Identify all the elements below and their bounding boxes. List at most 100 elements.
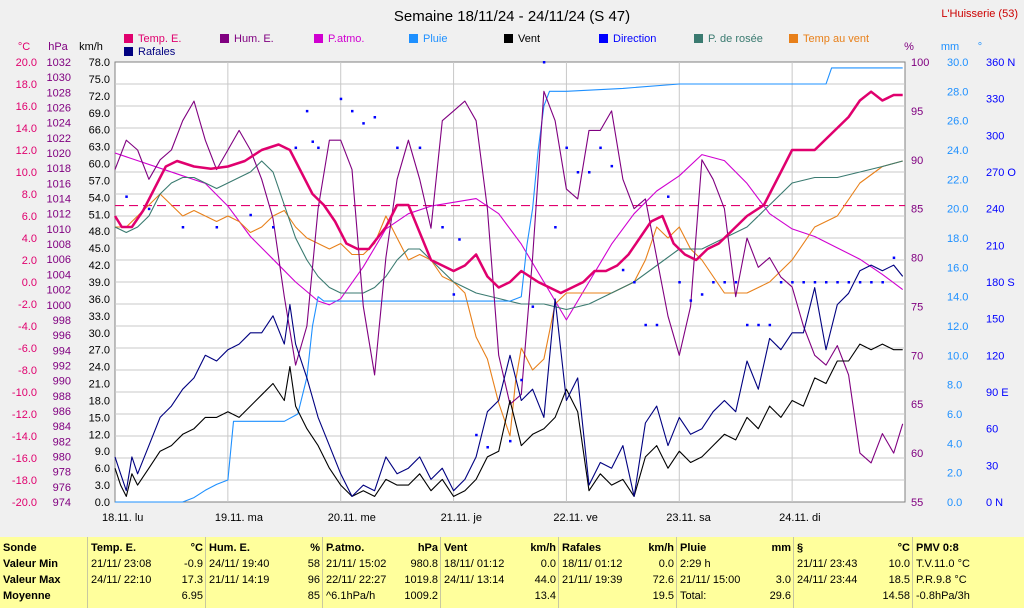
summary-block: P.atmo. hPa 21/11/ 15:02 22/11/ 22:27 ^6.1hP…	[326, 539, 442, 607]
tick-label-temp: -12.0	[12, 409, 37, 421]
legend-label: Direction	[613, 33, 656, 45]
tick-label-wind: 9.0	[95, 446, 110, 458]
series-direction-point	[825, 281, 828, 284]
summary-block-unit: °C	[190, 542, 203, 554]
tick-label-wind: 45.0	[89, 243, 110, 255]
x-axis-labels: 18.11. lu 19.11. ma 20.11. me 21.11. je 22.1…	[102, 512, 821, 524]
summary-row-title: Sonde	[3, 542, 37, 554]
legend-swatch	[789, 34, 798, 43]
summary-line: 21/11/ 15:02	[326, 558, 387, 570]
series-direction-point	[317, 146, 320, 150]
tick-label-rain: 8.0	[947, 380, 962, 392]
legend-label: P.atmo.	[328, 33, 365, 45]
tick-label-hum: 70	[911, 350, 923, 362]
tick-label-hum: 85	[911, 204, 923, 216]
summary-value: 3.0	[775, 574, 791, 586]
legend-label: Rafales	[138, 46, 176, 58]
summary-block-title: PMV 0:8	[916, 542, 959, 554]
tick-label-press: 1002	[47, 285, 71, 297]
series-direction-point	[746, 323, 749, 327]
tick-label-dir: 120	[986, 350, 1004, 362]
summary-block-title: Hum. E.	[209, 542, 250, 554]
summary-line: 18/11/ 01:12	[444, 558, 505, 570]
axis-unit-temp: °C	[18, 41, 30, 53]
tick-label-rain: 6.0	[947, 409, 962, 421]
data-series	[113, 61, 905, 503]
x-axis-label: 19.11. ma	[215, 512, 264, 524]
series-direction-point	[554, 226, 557, 229]
series-direction-point	[181, 226, 185, 229]
summary-value: 6.95	[181, 590, 203, 602]
tick-label-press: 988	[53, 391, 71, 403]
tick-label-press: 982	[53, 436, 71, 448]
tick-label-temp: -10.0	[12, 387, 37, 399]
tick-label-temp: -16.0	[12, 453, 37, 465]
series-direction-point	[475, 433, 478, 437]
summary-line: 24/11/ 13:14	[444, 574, 505, 586]
tick-label-rain: 26.0	[947, 116, 968, 128]
series-direction-point	[458, 238, 461, 241]
series-direction-point	[542, 61, 546, 64]
series-direction-point	[678, 281, 681, 284]
tick-label-dir: 300	[986, 130, 1004, 142]
summary-block-unit: km/h	[648, 542, 674, 554]
axis-unit-rain: mm	[941, 41, 959, 53]
legend-label: P. de rosée	[708, 33, 763, 45]
summary-value: 44.0	[534, 574, 556, 586]
tick-label-temp: 20.0	[16, 57, 37, 69]
series-direction-point	[881, 281, 884, 284]
tick-label-rain: 4.0	[947, 438, 962, 450]
legend-swatch	[599, 34, 608, 43]
series-direction-point	[125, 195, 128, 198]
series-direction-point	[757, 323, 760, 327]
tick-label-dir: 270 O	[986, 167, 1016, 179]
series-direction-point	[362, 122, 365, 125]
summary-block: Vent km/h 18/11/ 01:12 24/11/ 13:14 0.0 44.0 1…	[444, 539, 560, 607]
tick-label-wind: 15.0	[89, 412, 110, 424]
tick-label-press: 996	[53, 330, 71, 342]
axis-unit-wind: km/h	[79, 41, 103, 53]
axis-ticks: 20.0 18.0 16.0 14.0 12.0 10.0 8.0 6.0 4.0 2.0 0.0 -…	[12, 57, 1016, 509]
legend-swatch	[409, 34, 418, 43]
series-direction-point	[509, 439, 512, 443]
x-axis-label: 22.11. ve	[553, 512, 597, 524]
tick-label-temp: 10.0	[16, 167, 37, 179]
summary-block: PMV 0:8 T.V.11.0 °C P.R.9.8 °C -0.8hPa/3h	[916, 539, 1022, 607]
tick-label-press: 1018	[47, 163, 71, 175]
tick-label-hum: 55	[911, 497, 923, 509]
series-direction-point	[734, 281, 738, 284]
summary-separator	[676, 537, 677, 608]
tick-label-temp: -4.0	[18, 321, 37, 333]
tick-label-wind: 75.0	[89, 74, 110, 86]
tick-label-press: 1026	[47, 103, 71, 115]
summary-line: 24/11/ 19:40	[209, 558, 270, 570]
legend-label: Vent	[518, 33, 540, 45]
series-temp-au-vent-line	[115, 160, 903, 437]
tick-label-press: 1012	[47, 209, 71, 221]
tick-label-dir: 90 E	[986, 387, 1009, 399]
tick-label-wind: 78.0	[89, 57, 110, 69]
tick-label-rain: 16.0	[947, 262, 968, 274]
tick-label-wind: 63.0	[89, 142, 110, 154]
tick-label-press: 980	[53, 451, 71, 463]
summary-block: Temp. E. °C 21/11/ 23:08 24/11/ 22:10 -0.9 17…	[91, 539, 207, 607]
series-direction-point	[689, 299, 693, 302]
tick-label-rain: 18.0	[947, 233, 968, 245]
tick-label-wind: 72.0	[89, 91, 110, 103]
summary-line: 24/11/ 23:44	[797, 574, 858, 586]
series-direction-point	[858, 281, 862, 284]
series-direction-point	[599, 146, 602, 150]
summary-block-unit: hPa	[417, 542, 438, 554]
series-direction-point	[520, 378, 523, 382]
summary-separator	[912, 537, 913, 608]
series-direction-point	[836, 281, 839, 284]
tick-label-dir: 0 N	[986, 497, 1003, 509]
tick-label-press: 1010	[47, 224, 71, 236]
tick-label-wind: 54.0	[89, 192, 110, 204]
series-direction-point	[565, 146, 568, 150]
summary-line: Total:	[680, 590, 707, 602]
summary-line: 21/11/ 23:43	[797, 558, 858, 570]
summary-line: 21/11/ 23:08	[91, 558, 152, 570]
tick-label-wind: 42.0	[89, 260, 110, 272]
tick-label-wind: 27.0	[89, 345, 110, 357]
